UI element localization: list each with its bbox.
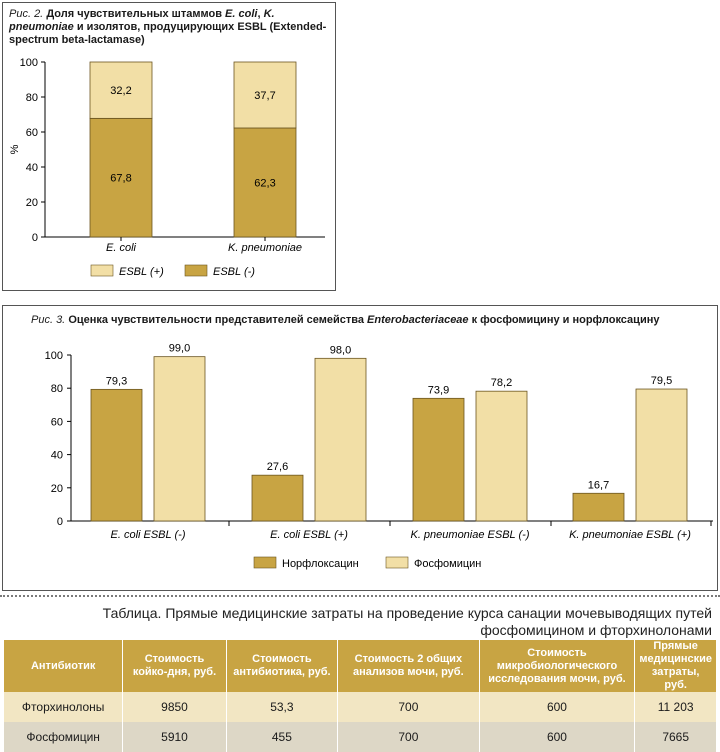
table-cell: 600 xyxy=(479,692,636,722)
table-cell: Фосфомицин xyxy=(4,722,124,752)
header-antibiotic: Антибиотик xyxy=(4,640,124,692)
header-urine-tests-cost: Стоимость 2 общих анализов мочи, руб. xyxy=(337,640,480,692)
bar xyxy=(572,492,625,522)
bar xyxy=(635,388,688,522)
x-tick-label: E. coli ESBL (-) xyxy=(111,529,186,541)
table-header-row: Антибиотик Стоимость койко-дня, руб. Сто… xyxy=(4,640,716,692)
legend-swatch xyxy=(184,264,208,277)
y-tick-label: 60 xyxy=(26,127,38,139)
data-label: 98,0 xyxy=(330,344,351,356)
table-cell: 700 xyxy=(337,722,480,752)
x-tick-label: E. coli xyxy=(106,242,137,254)
data-label: 32,2 xyxy=(110,85,131,97)
header-antibiotic-cost: Стоимость антибиотика, руб. xyxy=(226,640,339,692)
table-cell: 53,3 xyxy=(226,692,339,722)
y-tick-label: 80 xyxy=(26,92,38,104)
figure-2-caption: Рис. 2. Доля чувствительных штаммов E. c… xyxy=(9,8,327,46)
data-label: 27,6 xyxy=(267,461,288,473)
data-label: 37,7 xyxy=(254,90,275,102)
figure-3: Рис. 3. Оценка чувствительности представ… xyxy=(2,305,718,591)
bar-segment xyxy=(233,127,297,238)
bar xyxy=(475,390,528,522)
section-divider xyxy=(0,595,720,597)
table-cell: Фторхинолоны xyxy=(4,692,124,722)
table-cell: 600 xyxy=(479,722,636,752)
legend-swatch xyxy=(253,556,277,569)
figure-2: Рис. 2. Доля чувствительных штаммов E. c… xyxy=(2,2,336,291)
bar xyxy=(251,474,304,522)
legend-label: Фосфомицин xyxy=(414,558,481,570)
legend-label: ESBL (+) xyxy=(119,266,164,278)
data-label: 62,3 xyxy=(254,177,275,189)
bar xyxy=(412,397,465,522)
y-tick-label: 0 xyxy=(57,516,63,528)
chart-2-svg: 0 20 40 60 80 100% 67,8 32,2 E. coli 62,3 37,7 K. p… xyxy=(9,57,325,278)
legend-label: ESBL (-) xyxy=(213,266,255,278)
figure-3-label: Рис. 3. xyxy=(31,314,66,326)
header-microbiology-cost: Стоимость микробиологического исследован… xyxy=(479,640,636,692)
table-cell: 9850 xyxy=(122,692,227,722)
y-tick-label: 0 xyxy=(32,232,38,244)
y-tick-label: 80 xyxy=(51,383,63,395)
data-label: 16,7 xyxy=(588,479,609,491)
legend-swatch xyxy=(385,556,409,569)
bar xyxy=(314,357,367,522)
data-label: 79,3 xyxy=(106,375,127,387)
x-tick-label: K. pneumoniae xyxy=(228,242,302,254)
data-label: 73,9 xyxy=(428,384,449,396)
y-axis-label: % xyxy=(9,144,21,154)
y-tick-label: 40 xyxy=(51,450,63,462)
data-label: 67,8 xyxy=(110,173,131,185)
table-cell: 5910 xyxy=(122,722,227,752)
data-label: 78,2 xyxy=(491,377,512,389)
legend-swatch xyxy=(90,264,114,277)
header-direct-costs: Прямые медицинские затраты, руб. xyxy=(634,640,716,692)
cost-table: Антибиотик Стоимость койко-дня, руб. Сто… xyxy=(4,640,716,752)
figure-3-caption: Рис. 3. Оценка чувствительности представ… xyxy=(31,314,660,326)
y-tick-label: 100 xyxy=(20,57,38,69)
y-tick-label: 40 xyxy=(26,162,38,174)
x-tick-label: K. pneumoniae ESBL (-) xyxy=(410,529,529,541)
x-tick-label: K. pneumoniae ESBL (+) xyxy=(569,529,691,541)
bar xyxy=(153,356,206,522)
data-label: 99,0 xyxy=(169,343,190,355)
table-cell: 11 203 xyxy=(634,692,716,722)
bar-segment xyxy=(233,61,297,129)
table-cell: 7665 xyxy=(634,722,716,752)
legend-label: Норфлоксацин xyxy=(282,558,359,570)
y-tick-label: 100 xyxy=(45,350,63,362)
y-tick-label: 20 xyxy=(26,197,38,209)
chart-3-svg: 0 20 40 60 80 100 79,3 99,0 E. coli ESBL (-) 27,6… xyxy=(45,343,713,570)
y-tick-label: 20 xyxy=(51,483,63,495)
x-tick-label: E. coli ESBL (+) xyxy=(270,529,348,541)
table-title: Таблица. Прямые медицинские затраты на п… xyxy=(102,605,712,638)
bar xyxy=(90,388,143,522)
table-row: Фосфомицин 5910 455 700 600 7665 xyxy=(4,722,716,752)
table-row: Фторхинолоны 9850 53,3 700 600 11 203 xyxy=(4,692,716,722)
bar-segment xyxy=(89,61,153,119)
data-label: 79,5 xyxy=(651,375,672,387)
header-bed-day-cost: Стоимость койко-дня, руб. xyxy=(122,640,227,692)
table-cell: 700 xyxy=(337,692,480,722)
figure-2-label: Рис. 2. xyxy=(9,8,44,20)
y-tick-label: 60 xyxy=(51,416,63,428)
table-cell: 455 xyxy=(226,722,339,752)
